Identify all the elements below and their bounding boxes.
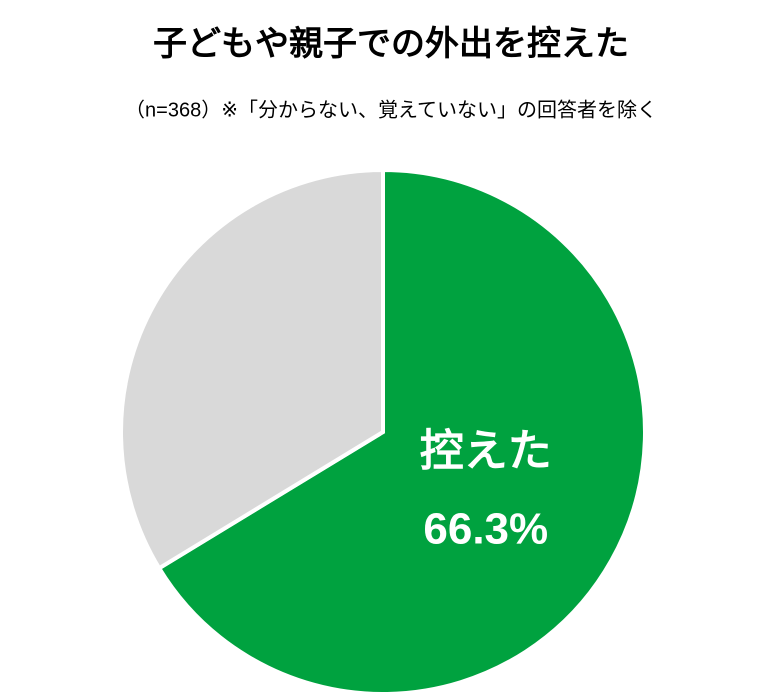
slice-label: 控えた — [420, 426, 552, 475]
chart-subtitle: （n=368）※「分からない、覚えていない」の回答者を除く — [125, 98, 657, 121]
pie-slice — [156, 167, 647, 696]
chart-title: 子どもや親子での外出を控えた — [153, 25, 629, 63]
value-label: 66.3% — [423, 504, 548, 553]
pie-slice — [119, 167, 385, 571]
